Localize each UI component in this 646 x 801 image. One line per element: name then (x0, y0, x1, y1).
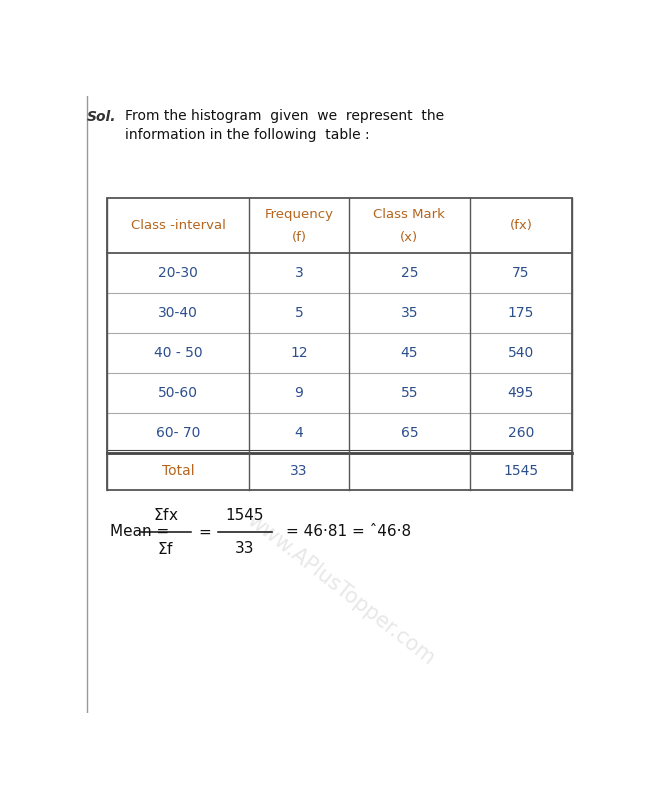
Text: 65: 65 (401, 426, 418, 441)
Text: Class Mark: Class Mark (373, 208, 445, 221)
Text: 55: 55 (401, 386, 418, 400)
Text: 33: 33 (290, 465, 307, 478)
Text: 9: 9 (295, 386, 304, 400)
Text: = 46·81 = ˆ46·8: = 46·81 = ˆ46·8 (286, 525, 412, 539)
Text: 75: 75 (512, 266, 530, 280)
Text: Class -interval: Class -interval (130, 219, 225, 232)
Text: Total: Total (162, 465, 194, 478)
Text: 260: 260 (508, 426, 534, 441)
Text: 1545: 1545 (503, 465, 539, 478)
Text: 20-30: 20-30 (158, 266, 198, 280)
Text: Frequency: Frequency (264, 208, 333, 221)
Text: 3: 3 (295, 266, 303, 280)
Text: (f): (f) (291, 231, 306, 244)
Text: 33: 33 (235, 541, 255, 557)
Text: 50-60: 50-60 (158, 386, 198, 400)
Text: information in the following  table :: information in the following table : (125, 128, 370, 143)
Text: 4: 4 (295, 426, 303, 441)
Text: 1545: 1545 (226, 508, 264, 522)
Text: 35: 35 (401, 306, 418, 320)
Text: 540: 540 (508, 346, 534, 360)
Bar (107, 198, 572, 489)
Text: 45: 45 (401, 346, 418, 360)
Text: (x): (x) (401, 231, 419, 244)
Text: 25: 25 (401, 266, 418, 280)
Text: 60- 70: 60- 70 (156, 426, 200, 441)
Text: 30-40: 30-40 (158, 306, 198, 320)
Text: Sol.: Sol. (87, 110, 116, 124)
Text: www.APlusTopper.com: www.APlusTopper.com (244, 510, 439, 669)
Text: $\Sigma$f: $\Sigma$f (158, 541, 174, 557)
Text: From the histogram  given  we  represent  the: From the histogram given we represent th… (125, 109, 444, 123)
Text: 12: 12 (290, 346, 307, 360)
Bar (107, 198, 572, 489)
Text: $\Sigma$fx: $\Sigma$fx (153, 507, 179, 523)
Text: =: = (198, 525, 211, 539)
Text: 175: 175 (508, 306, 534, 320)
Text: 40 - 50: 40 - 50 (154, 346, 202, 360)
Text: 495: 495 (508, 386, 534, 400)
Text: Mean =: Mean = (110, 525, 174, 539)
Text: (fx): (fx) (510, 219, 532, 232)
Text: 5: 5 (295, 306, 303, 320)
